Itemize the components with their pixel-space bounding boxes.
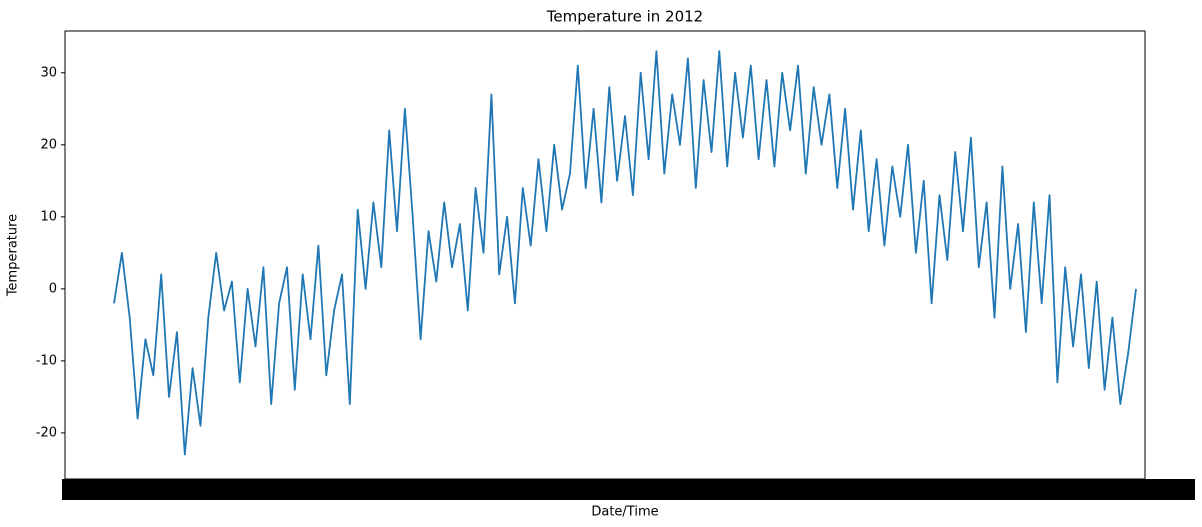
plot-frame <box>64 30 1146 480</box>
x-axis-label: Date/Time <box>591 505 658 520</box>
y-tick-label: 20 <box>40 137 57 152</box>
x-tick-labels-overlap <box>62 479 1195 500</box>
y-tick-label: -10 <box>36 353 57 368</box>
temperature-line <box>113 50 1137 456</box>
chart-title: Temperature in 2012 <box>546 8 703 26</box>
y-tick-label: 10 <box>40 209 57 224</box>
y-tick-label: -20 <box>36 425 57 440</box>
y-axis-label: Temperature <box>6 214 21 297</box>
y-tick-label: 0 <box>49 281 57 296</box>
y-tick-label: 30 <box>40 65 57 80</box>
